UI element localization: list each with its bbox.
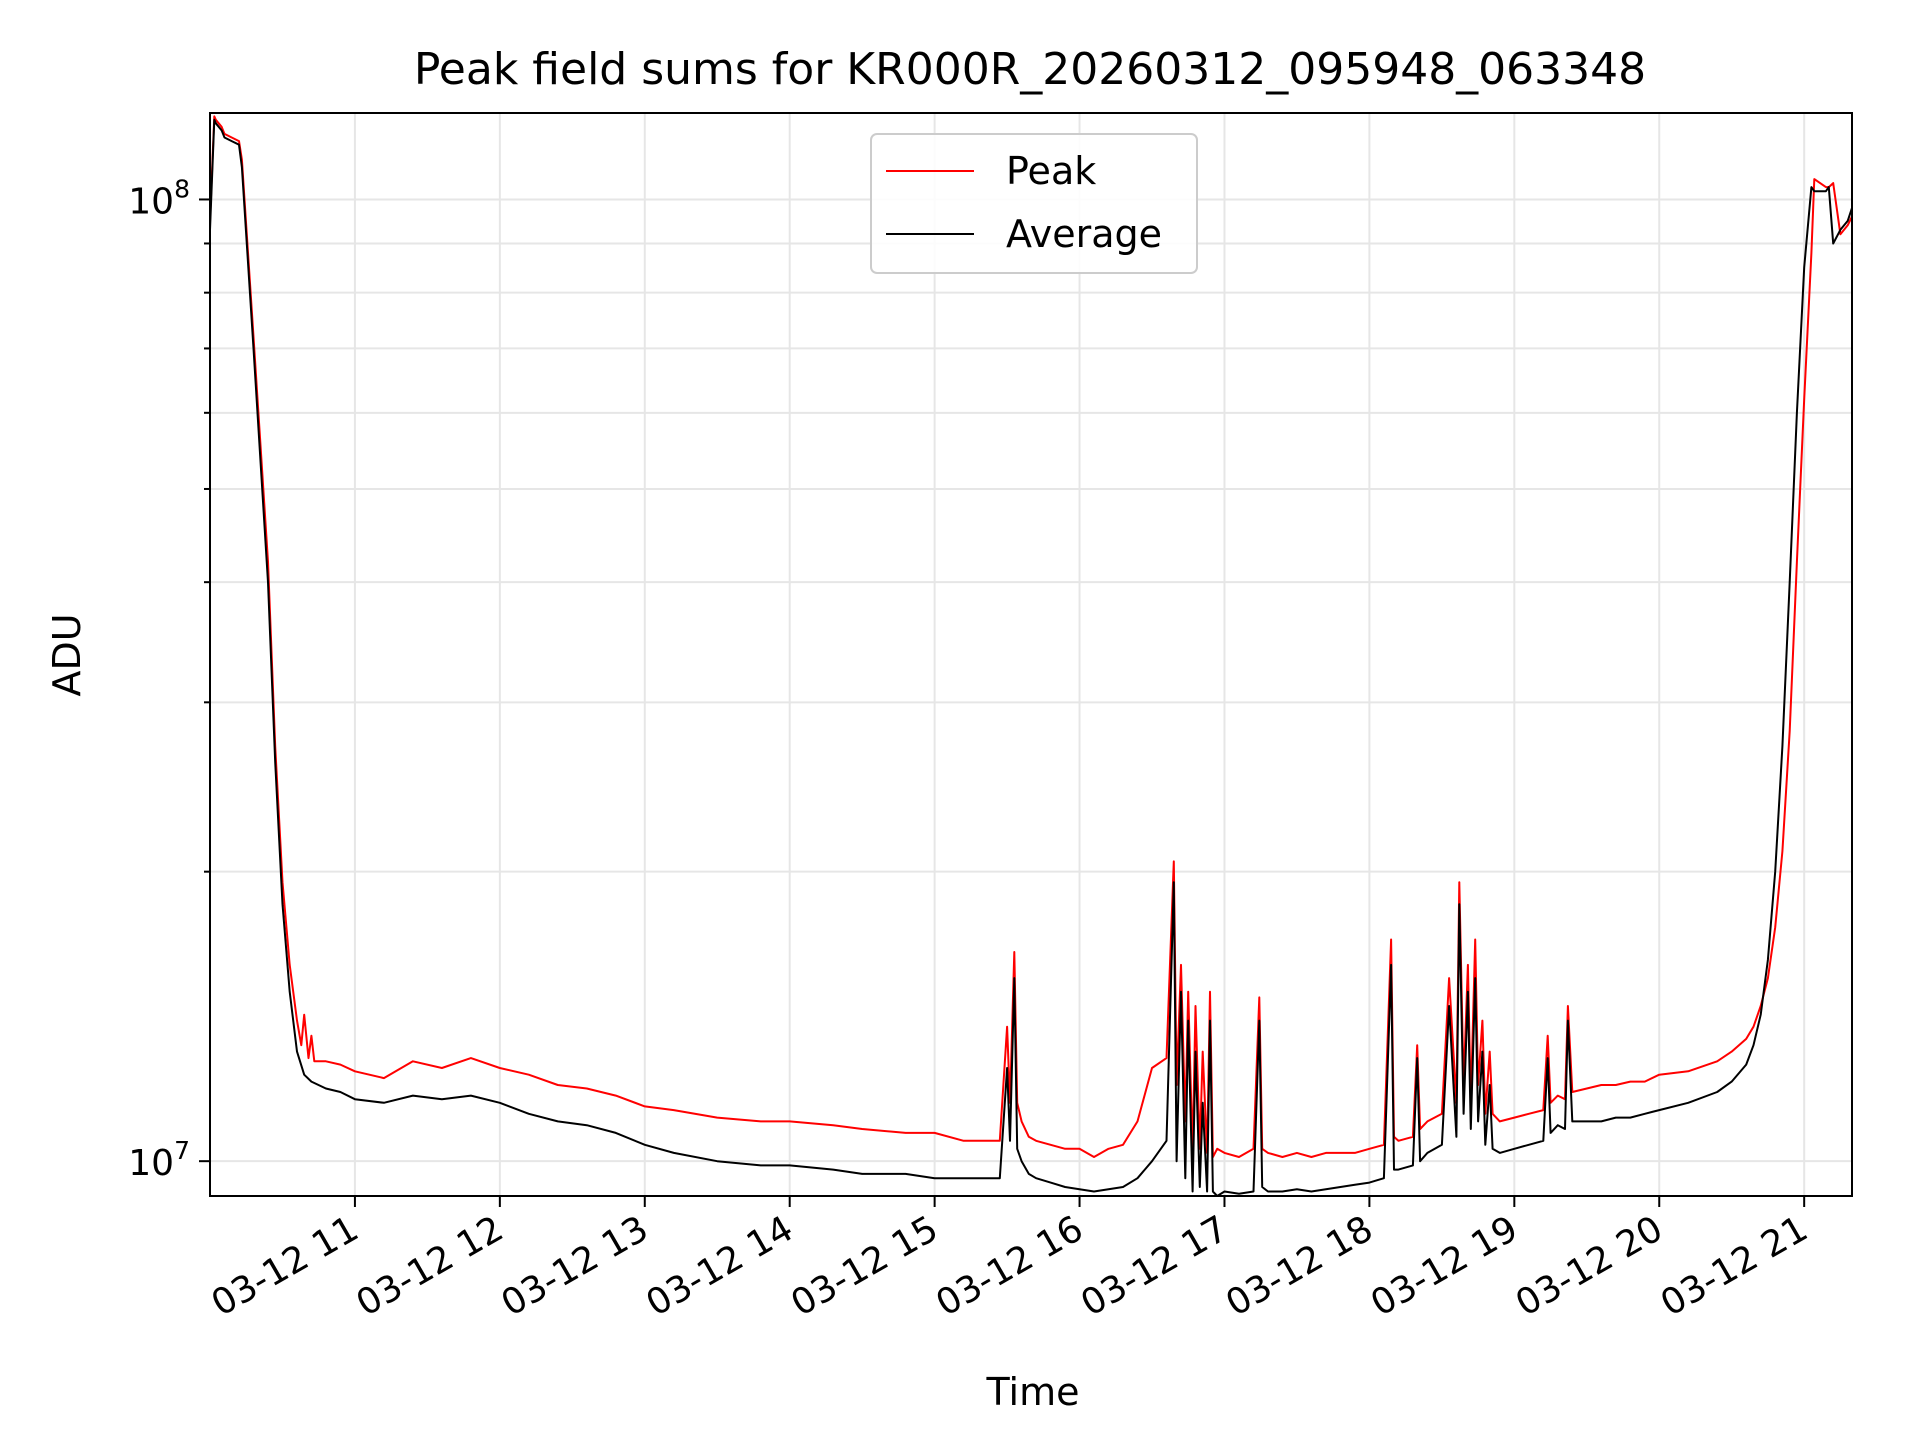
legend-label-average: Average <box>1006 212 1162 256</box>
legend-box <box>870 133 1198 274</box>
y-axis-label: ADU <box>45 613 89 696</box>
y-tick-label: 108 <box>128 174 190 222</box>
chart-title: Peak field sums for KR000R_20260312_0959… <box>414 44 1646 95</box>
legend-label-peak: Peak <box>1006 149 1096 193</box>
x-axis-label: Time <box>986 1370 1080 1414</box>
series-line-average <box>209 118 1853 1197</box>
series-layer <box>209 115 1853 1197</box>
y-axis-ticks: 107 108 <box>128 174 210 1184</box>
y-tick-label: 107 <box>128 1136 190 1184</box>
plot-frame <box>209 112 1853 1197</box>
series-line-peak <box>209 115 1853 1158</box>
legend: Peak Average <box>870 133 1198 274</box>
